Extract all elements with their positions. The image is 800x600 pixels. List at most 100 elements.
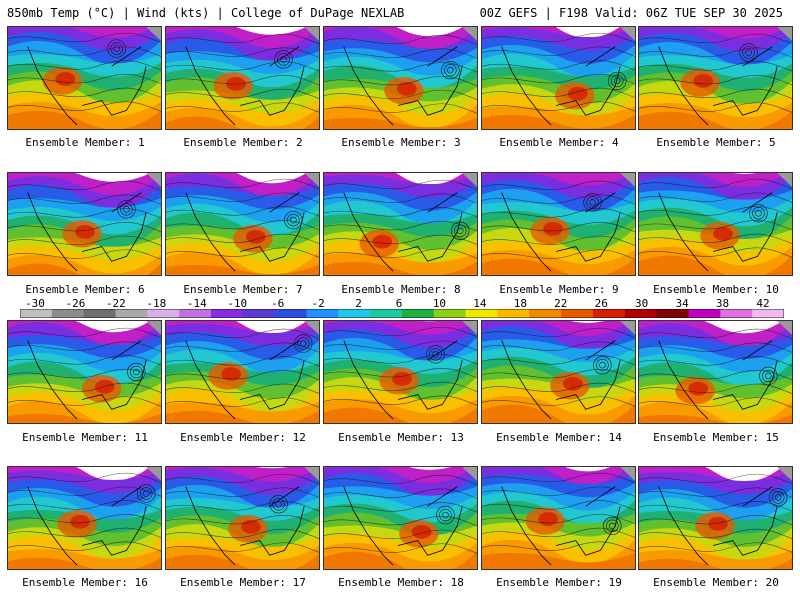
temperature-field bbox=[166, 467, 319, 569]
colorbar-swatch bbox=[83, 309, 116, 318]
colorbar-swatch bbox=[179, 309, 212, 318]
temperature-colorbar bbox=[20, 309, 784, 318]
ensemble-member-label: Ensemble Member: 20 bbox=[653, 576, 779, 589]
colorbar-swatch bbox=[720, 309, 753, 318]
temperature-field bbox=[324, 173, 477, 275]
colorbar-swatch bbox=[656, 309, 689, 318]
ensemble-member-label: Ensemble Member: 5 bbox=[656, 136, 776, 149]
temperature-field bbox=[8, 27, 161, 129]
colorbar-tick-label: -18 bbox=[146, 297, 167, 310]
colorbar-tick-label: 2 bbox=[355, 297, 362, 310]
ensemble-member-label: Ensemble Member: 3 bbox=[341, 136, 461, 149]
colorbar-swatch bbox=[274, 309, 307, 318]
temperature-field bbox=[324, 467, 477, 569]
ensemble-member-map bbox=[165, 26, 320, 130]
ensemble-member-label: Ensemble Member: 18 bbox=[338, 576, 464, 589]
ensemble-member-map bbox=[481, 26, 636, 130]
temperature-field bbox=[8, 467, 161, 569]
colorbar-tick-label: 34 bbox=[675, 297, 689, 310]
colorbar-swatch bbox=[688, 309, 721, 318]
temperature-field bbox=[166, 27, 319, 129]
colorbar-tick-label: 26 bbox=[594, 297, 608, 310]
temperature-field bbox=[639, 321, 792, 423]
ensemble-member-label: Ensemble Member: 12 bbox=[180, 431, 306, 444]
ensemble-member-map bbox=[165, 320, 320, 424]
ensemble-member-label: Ensemble Member: 6 bbox=[25, 283, 145, 296]
temperature-field bbox=[324, 321, 477, 423]
colorbar-swatch bbox=[115, 309, 148, 318]
colorbar-swatch bbox=[561, 309, 594, 318]
ensemble-member-map bbox=[481, 466, 636, 570]
ensemble-member-label: Ensemble Member: 19 bbox=[496, 576, 622, 589]
colorbar-swatch bbox=[497, 309, 530, 318]
temperature-field bbox=[639, 467, 792, 569]
map-title: 850mb Temp (°C) | Wind (kts) | College o… bbox=[7, 6, 405, 20]
colorbar-swatch bbox=[20, 309, 53, 318]
ensemble-member-map bbox=[638, 172, 793, 276]
ensemble-member-map bbox=[7, 172, 162, 276]
temperature-field bbox=[482, 321, 635, 423]
ensemble-member-map bbox=[323, 466, 478, 570]
ensemble-member-label: Ensemble Member: 11 bbox=[22, 431, 148, 444]
ensemble-member-map bbox=[638, 466, 793, 570]
colorbar-swatch bbox=[338, 309, 371, 318]
ensemble-member-map bbox=[165, 172, 320, 276]
ensemble-member-map bbox=[323, 320, 478, 424]
model-run-valid-time: 00Z GEFS | F198 Valid: 06Z TUE SEP 30 20… bbox=[479, 6, 783, 20]
colorbar-swatch bbox=[370, 309, 403, 318]
ensemble-member-label: Ensemble Member: 9 bbox=[499, 283, 619, 296]
colorbar-tick-label: -14 bbox=[186, 297, 207, 310]
colorbar-swatch bbox=[147, 309, 180, 318]
temperature-field bbox=[482, 173, 635, 275]
colorbar-swatch bbox=[752, 309, 784, 318]
ensemble-member-map bbox=[7, 466, 162, 570]
colorbar-swatch bbox=[624, 309, 658, 318]
ensemble-member-label: Ensemble Member: 14 bbox=[496, 431, 622, 444]
colorbar-tick-label: 30 bbox=[635, 297, 649, 310]
ensemble-member-label: Ensemble Member: 8 bbox=[341, 283, 461, 296]
temperature-field bbox=[8, 321, 161, 423]
colorbar-tick-label: -10 bbox=[227, 297, 248, 310]
temperature-field bbox=[166, 173, 319, 275]
ensemble-member-label: Ensemble Member: 1 bbox=[25, 136, 145, 149]
ensemble-member-map bbox=[638, 26, 793, 130]
ensemble-member-label: Ensemble Member: 7 bbox=[183, 283, 303, 296]
colorbar-tick-label: 6 bbox=[395, 297, 403, 310]
ensemble-member-map bbox=[323, 26, 478, 130]
colorbar-tick-label: 14 bbox=[473, 297, 487, 310]
temperature-field bbox=[324, 27, 477, 129]
temperature-field bbox=[482, 27, 635, 129]
ensemble-member-map bbox=[7, 320, 162, 424]
ensemble-member-label: Ensemble Member: 17 bbox=[180, 576, 306, 589]
colorbar-tick-label: -6 bbox=[271, 297, 285, 310]
ensemble-member-map bbox=[7, 26, 162, 130]
colorbar-tick-label: 10 bbox=[432, 297, 447, 310]
ensemble-member-label: Ensemble Member: 10 bbox=[653, 283, 779, 296]
colorbar-tick-label: 38 bbox=[715, 297, 730, 310]
colorbar-tick-label: -2 bbox=[311, 297, 325, 310]
ensemble-member-map bbox=[638, 320, 793, 424]
ensemble-member-label: Ensemble Member: 13 bbox=[338, 431, 464, 444]
colorbar-swatch bbox=[433, 309, 467, 318]
colorbar-tick-label: -30 bbox=[25, 297, 45, 310]
colorbar-swatch bbox=[465, 309, 498, 318]
temperature-field bbox=[639, 27, 792, 129]
colorbar-tick-label: 42 bbox=[756, 297, 770, 310]
ensemble-member-map bbox=[481, 172, 636, 276]
temperature-field bbox=[639, 173, 792, 275]
ensemble-member-label: Ensemble Member: 2 bbox=[183, 136, 303, 149]
colorbar-swatch bbox=[593, 309, 626, 318]
colorbar-swatch bbox=[211, 309, 244, 318]
temperature-field bbox=[482, 467, 635, 569]
ensemble-member-label: Ensemble Member: 15 bbox=[653, 431, 779, 444]
colorbar-swatch bbox=[242, 309, 276, 318]
colorbar-tick-label: -26 bbox=[65, 297, 86, 310]
temperature-field bbox=[8, 173, 161, 275]
colorbar-tick-label: 22 bbox=[554, 297, 568, 310]
ensemble-member-label: Ensemble Member: 16 bbox=[22, 576, 148, 589]
ensemble-member-map bbox=[481, 320, 636, 424]
ensemble-member-map bbox=[323, 172, 478, 276]
temperature-field bbox=[166, 321, 319, 423]
colorbar-swatch bbox=[529, 309, 562, 318]
colorbar-swatch bbox=[51, 309, 85, 318]
